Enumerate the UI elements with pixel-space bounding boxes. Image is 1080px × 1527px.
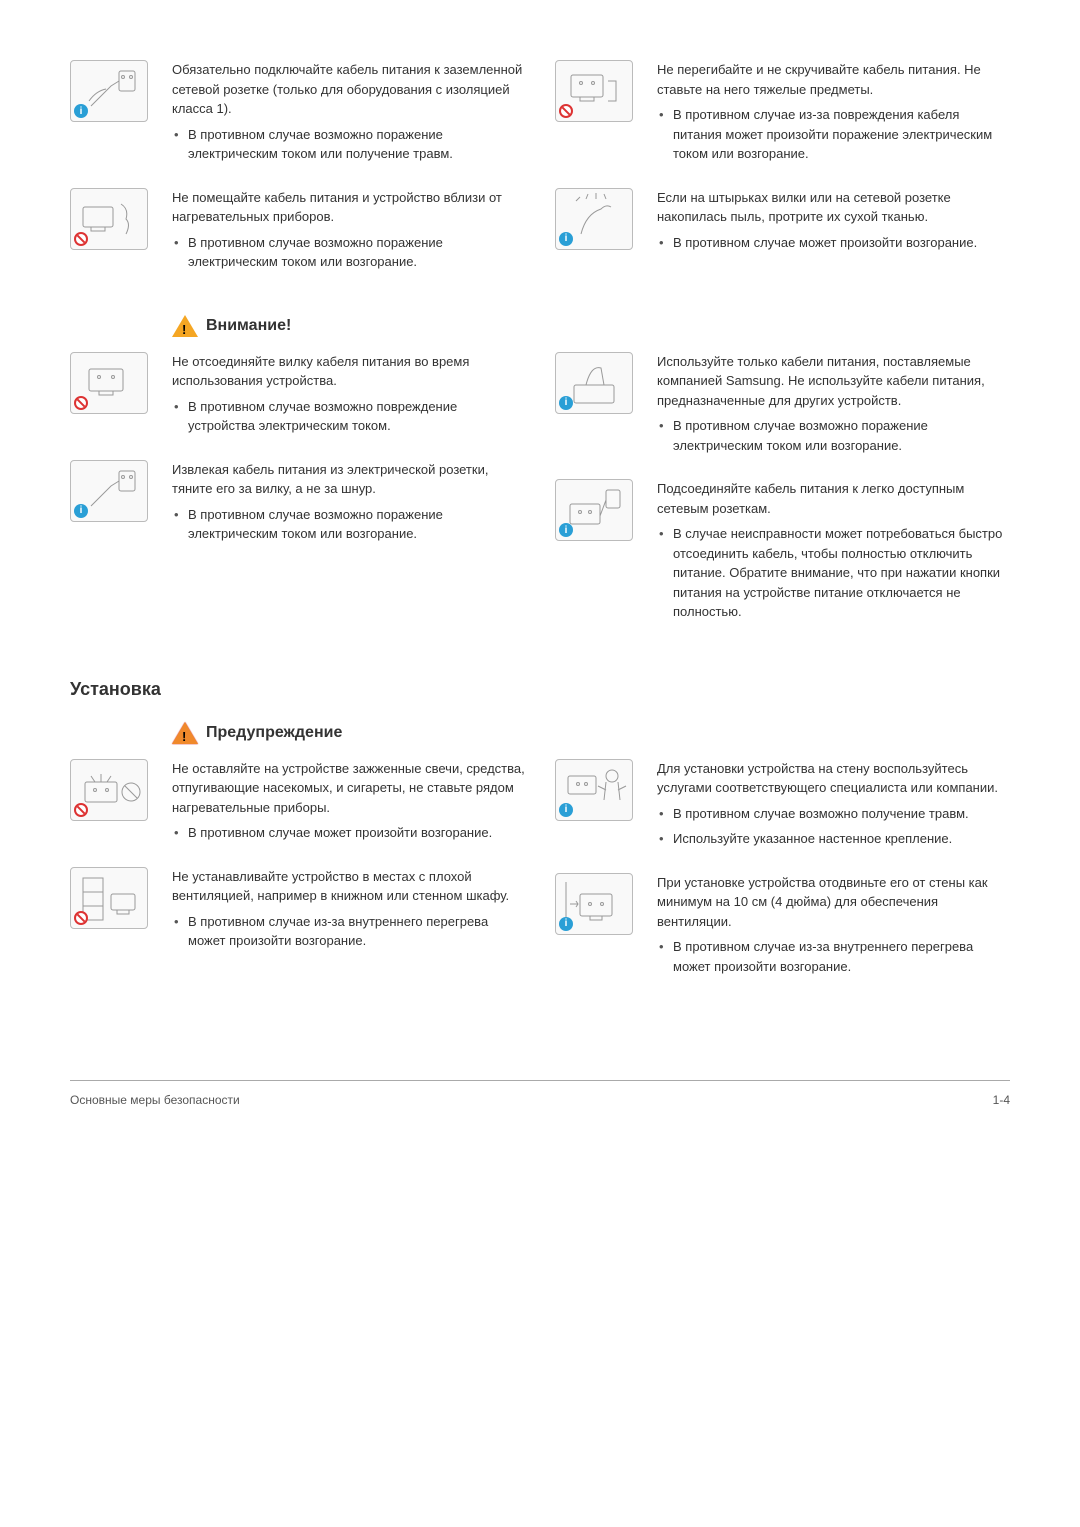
prohibit-badge-icon — [74, 911, 88, 925]
info-badge-icon: i — [74, 504, 88, 518]
item-main-text: Используйте только кабели питания, поста… — [657, 352, 1010, 411]
page-footer: Основные меры безопасности 1-4 — [70, 1080, 1010, 1109]
item-bullet: В противном случае возможно поражение эл… — [172, 125, 525, 164]
safety-illustration — [70, 759, 148, 821]
item-main-text: Не помещайте кабель питания и устройство… — [172, 188, 525, 227]
item-bullet: В противном случае возможно поражение эл… — [172, 233, 525, 272]
item-bullet: В противном случае возможно поражение эл… — [172, 505, 525, 544]
safety-item: Не оставляйте на устройстве зажженные св… — [70, 759, 525, 849]
installation-label: Установка — [70, 676, 161, 703]
warning-label: Предупреждение — [206, 721, 342, 745]
info-badge-icon: i — [74, 104, 88, 118]
item-main-text: Для установки устройства на стену воспол… — [657, 759, 1010, 798]
safety-item: Не отсоединяйте вилку кабеля питания во … — [70, 352, 525, 442]
info-badge-icon: i — [559, 803, 573, 817]
safety-item: i Подсоединяйте кабель питания к легко д… — [555, 479, 1010, 628]
item-bullet: В противном случае возможно поражение эл… — [657, 416, 1010, 455]
item-main-text: Не перегибайте и не скручивайте кабель п… — [657, 60, 1010, 99]
safety-illustration: i — [70, 460, 148, 522]
footer-left: Основные меры безопасности — [70, 1091, 240, 1109]
safety-illustration: i — [70, 60, 148, 122]
prohibit-badge-icon — [74, 232, 88, 246]
info-badge-icon: i — [559, 396, 573, 410]
safety-illustration — [70, 352, 148, 414]
safety-item: i Используйте только кабели питания, пос… — [555, 352, 1010, 462]
item-main-text: Обязательно подключайте кабель питания к… — [172, 60, 525, 119]
prohibit-badge-icon — [74, 396, 88, 410]
item-bullet: Используйте указанное настенное креплени… — [657, 829, 1010, 849]
info-badge-icon: i — [559, 523, 573, 537]
item-bullet: В противном случае из-за внутреннего пер… — [657, 937, 1010, 976]
prohibit-badge-icon — [74, 803, 88, 817]
safety-illustration: i — [555, 873, 633, 935]
safety-illustration — [555, 60, 633, 122]
item-main-text: При установке устройства отодвиньте его … — [657, 873, 1010, 932]
info-badge-icon: i — [559, 917, 573, 931]
safety-item: i Для установки устройства на стену восп… — [555, 759, 1010, 855]
safety-illustration: i — [555, 352, 633, 414]
section-attention: Не отсоединяйте вилку кабеля питания во … — [70, 352, 1010, 646]
warning-triangle-icon — [172, 722, 198, 744]
safety-illustration — [70, 867, 148, 929]
item-bullet: В противном случае может произойти возго… — [172, 823, 525, 843]
item-bullet: В противном случае из-за внутреннего пер… — [172, 912, 525, 951]
footer-page-number: 1-4 — [993, 1091, 1010, 1109]
item-main-text: Извлекая кабель питания из электрической… — [172, 460, 525, 499]
section-power-continued: i Обязательно подключайте кабель питания… — [70, 60, 1010, 296]
item-bullet: В противном случае может произойти возго… — [657, 233, 1010, 253]
safety-item: i Если на штырьках вилки или на сетевой … — [555, 188, 1010, 259]
installation-heading: Установка — [70, 676, 1010, 703]
info-badge-icon: i — [559, 232, 573, 246]
safety-illustration — [70, 188, 148, 250]
prohibit-badge-icon — [559, 104, 573, 118]
section-installation: Не оставляйте на устройстве зажженные св… — [70, 759, 1010, 1001]
safety-item: i Обязательно подключайте кабель питания… — [70, 60, 525, 170]
safety-illustration: i — [555, 479, 633, 541]
safety-item: Не устанавливайте устройство в местах с … — [70, 867, 525, 957]
item-main-text: Если на штырьках вилки или на сетевой ро… — [657, 188, 1010, 227]
safety-illustration: i — [555, 188, 633, 250]
item-bullet: В противном случае из-за повреждения каб… — [657, 105, 1010, 164]
attention-label: Внимание! — [206, 314, 291, 338]
attention-heading: Внимание! — [172, 314, 1010, 338]
safety-illustration: i — [555, 759, 633, 821]
safety-item: i При установке устройства отодвиньте ег… — [555, 873, 1010, 983]
safety-item: Не перегибайте и не скручивайте кабель п… — [555, 60, 1010, 170]
item-main-text: Не устанавливайте устройство в местах с … — [172, 867, 525, 906]
item-bullet: В противном случае возможно получение тр… — [657, 804, 1010, 824]
item-main-text: Не отсоединяйте вилку кабеля питания во … — [172, 352, 525, 391]
item-bullet: В случае неисправности может потребовать… — [657, 524, 1010, 622]
safety-item: Не помещайте кабель питания и устройство… — [70, 188, 525, 278]
item-main-text: Не оставляйте на устройстве зажженные св… — [172, 759, 525, 818]
caution-triangle-icon — [172, 315, 198, 337]
warning-heading: Предупреждение — [172, 721, 1010, 745]
item-main-text: Подсоединяйте кабель питания к легко дос… — [657, 479, 1010, 518]
safety-item: i Извлекая кабель питания из электрическ… — [70, 460, 525, 550]
item-bullet: В противном случае возможно повреждение … — [172, 397, 525, 436]
